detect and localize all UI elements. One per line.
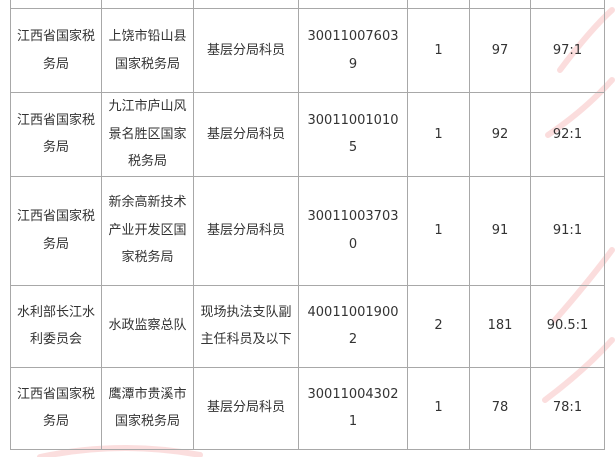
cell-position: 基层分局科员: [193, 366, 299, 450]
cell-quota: 2: [407, 284, 470, 368]
cell-code: 300110010105: [298, 92, 408, 177]
cell-position: 基层分局科员: [193, 175, 299, 286]
cell-position: [193, 0, 299, 9]
cell-ratio: 91:1: [530, 175, 605, 286]
cell-quota: 1: [407, 8, 470, 93]
cell-unit: [101, 0, 194, 9]
cell-dept: 江西省国家税务局: [10, 366, 102, 450]
cell-ratio: 92:1: [530, 92, 605, 177]
cell-ratio: [530, 0, 605, 9]
cell-position: 基层分局科员: [193, 8, 299, 93]
cell-dept: 江西省国家税务局: [10, 175, 102, 286]
cell-applicants: 92: [469, 92, 531, 177]
positions-table: 江西省国家税务局 上饶市铅山县国家税务局 基层分局科员 300110076039 1 97…: [10, 0, 605, 450]
cell-code: 300110037030: [298, 175, 408, 286]
cell-applicants: 97: [469, 8, 531, 93]
cell-position: 现场执法支队副主任科员及以下: [193, 284, 299, 368]
cell-code: 300110076039: [298, 8, 408, 93]
cell-dept: [10, 0, 102, 9]
table-row: 江西省国家税务局 鹰潭市贵溪市国家税务局 基层分局科员 300110043021 1 78…: [10, 366, 605, 450]
cell-unit: 上饶市铅山县国家税务局: [101, 8, 194, 93]
cell-quota: 1: [407, 175, 470, 286]
cell-unit: 水政监察总队: [101, 284, 194, 368]
cell-applicants: [469, 0, 531, 9]
cell-applicants: 91: [469, 175, 531, 286]
cell-dept: 江西省国家税务局: [10, 8, 102, 93]
cell-ratio: 90.5:1: [530, 284, 605, 368]
cell-applicants: 181: [469, 284, 531, 368]
cell-quota: 1: [407, 92, 470, 177]
cell-code: 400110019002: [298, 284, 408, 368]
cell-unit: 九江市庐山风景名胜区国家税务局: [101, 92, 194, 177]
table-row: 江西省国家税务局 新余高新技术产业开发区国家税务局 基层分局科员 3001100370…: [10, 175, 605, 286]
cell-unit: 新余高新技术产业开发区国家税务局: [101, 175, 194, 286]
cell-unit: 鹰潭市贵溪市国家税务局: [101, 366, 194, 450]
table-row: 江西省国家税务局 九江市庐山风景名胜区国家税务局 基层分局科员 30011001010…: [10, 92, 605, 177]
cell-dept: 江西省国家税务局: [10, 92, 102, 177]
cell-quota: [407, 0, 470, 9]
cell-dept: 水利部长江水利委员会: [10, 284, 102, 368]
cell-ratio: 97:1: [530, 8, 605, 93]
table-row: [10, 0, 605, 9]
cell-applicants: 78: [469, 366, 531, 450]
cell-code: [298, 0, 408, 9]
cell-code: 300110043021: [298, 366, 408, 450]
table-row: 江西省国家税务局 上饶市铅山县国家税务局 基层分局科员 300110076039 1 97…: [10, 8, 605, 93]
cell-quota: 1: [407, 366, 470, 450]
cell-position: 基层分局科员: [193, 92, 299, 177]
cell-ratio: 78:1: [530, 366, 605, 450]
table-row: 水利部长江水利委员会 水政监察总队 现场执法支队副主任科员及以下 4001100190…: [10, 284, 605, 368]
